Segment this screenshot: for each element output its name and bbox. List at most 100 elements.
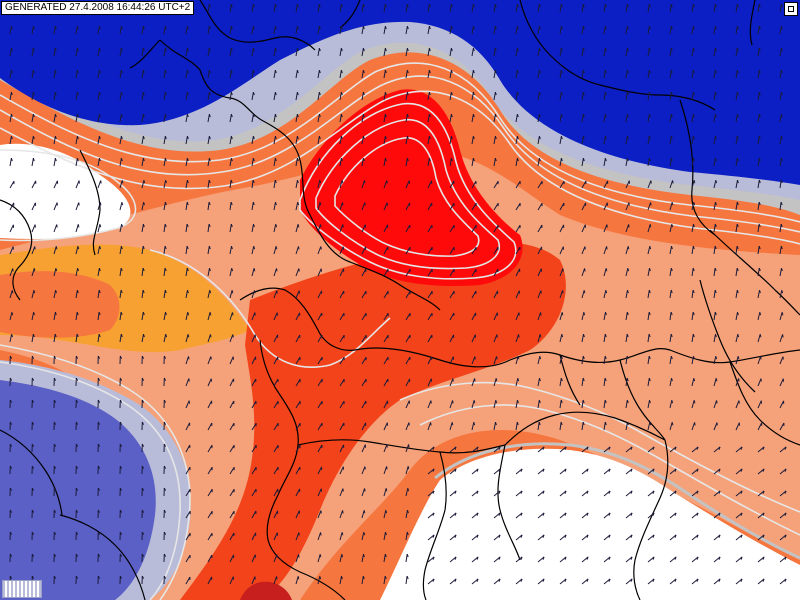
wind-arrow-head [97, 421, 101, 425]
wind-arrow [515, 224, 521, 233]
wind-arrow [273, 576, 278, 585]
wind-arrow-head [782, 334, 784, 338]
wind-arrow-head [208, 47, 211, 52]
wind-arrow [713, 114, 716, 123]
wind-arrow-head [274, 91, 277, 96]
wind-arrow-head [736, 267, 739, 272]
wind-arrow-head [120, 113, 123, 118]
wind-arrow [713, 290, 716, 299]
wind-arrow [207, 92, 210, 101]
wind-arrow [713, 446, 721, 453]
wind-arrow [603, 422, 606, 431]
wind-arrow [405, 4, 408, 13]
wind-arrow-head [582, 355, 585, 360]
wind-arrow-head [77, 246, 80, 250]
wind-arrow-head [671, 245, 673, 250]
wind-arrow [273, 312, 278, 321]
wind-arrow-head [652, 446, 655, 450]
wind-arrow [669, 356, 672, 365]
wind-arrow [735, 468, 743, 475]
wind-arrow-head [784, 578, 787, 582]
wind-arrow [647, 114, 650, 123]
wind-arrow-head [362, 69, 365, 74]
wind-arrow-head [143, 333, 145, 338]
wind-arrow-head [718, 578, 721, 582]
wind-arrow [537, 4, 540, 13]
wind-arrow [471, 468, 479, 475]
wind-arrow [383, 158, 386, 167]
wind-arrow [779, 334, 784, 343]
wind-arrow-head [517, 378, 520, 382]
wind-arrow [185, 26, 188, 35]
wind-arrow-head [163, 399, 167, 403]
wind-arrow [713, 490, 721, 497]
wind-arrow-head [693, 378, 696, 382]
window-toggle-icon[interactable] [784, 2, 798, 16]
wind-arrow [669, 136, 672, 145]
wind-arrow [31, 26, 34, 35]
wind-arrow [471, 224, 477, 233]
wind-arrow-head [121, 224, 123, 228]
wind-arrow [537, 158, 540, 167]
wind-arrow [625, 556, 633, 563]
wind-arrow [559, 70, 562, 79]
wind-arrow-head [208, 25, 211, 30]
wind-arrow-head [780, 47, 783, 52]
isolines [0, 62, 800, 600]
wind-arrow-head [386, 180, 388, 184]
wind-arrow-head [693, 180, 696, 184]
wind-arrow [383, 466, 388, 475]
wind-arrow-head [671, 202, 674, 206]
wind-arrow [471, 400, 475, 409]
wind-arrow [735, 180, 738, 189]
wind-arrow [449, 158, 452, 167]
wind-arrow-head [342, 510, 344, 514]
wind-arrow [317, 92, 320, 101]
wind-arrow [757, 534, 765, 541]
wind-arrow [427, 334, 433, 343]
wind-arrow [251, 422, 257, 431]
wind-arrow [295, 158, 298, 167]
wind-arrow-head [98, 267, 101, 272]
wind-arrow [691, 246, 694, 255]
wind-arrow [207, 136, 210, 145]
wind-arrow-head [9, 553, 13, 557]
wind-arrow [779, 4, 782, 13]
wind-arrow-head [318, 91, 321, 96]
wind-arrow-head [520, 446, 523, 450]
wind-arrow-head [230, 223, 233, 228]
wind-arrow-head [362, 113, 365, 118]
wind-arrow [581, 578, 589, 585]
wind-arrow [163, 136, 166, 145]
wind-arrow [339, 378, 345, 387]
wind-arrow [427, 48, 430, 57]
wind-arrow-head [364, 488, 366, 492]
wind-arrow-head [97, 465, 101, 469]
wind-arrow-head [163, 465, 167, 469]
wind-arrow [713, 422, 718, 431]
wind-arrow [251, 444, 257, 453]
wind-arrow-head [758, 245, 761, 250]
wind-arrow [713, 202, 716, 211]
wind-arrow [603, 26, 606, 35]
wind-arrow-head [586, 556, 589, 560]
wind-arrow-head [230, 47, 233, 52]
wind-arrow-head [31, 399, 35, 403]
zone-salmon-west [0, 271, 120, 338]
wind-arrow [471, 312, 477, 321]
wind-arrow [295, 246, 299, 255]
wind-arrow [515, 92, 518, 101]
wind-arrow [537, 334, 541, 343]
wind-arrow-head [498, 556, 501, 560]
wind-arrow-head [652, 490, 655, 494]
wind-arrow-head [495, 421, 497, 426]
wind-arrow [383, 488, 387, 497]
wind-arrow-head [740, 490, 743, 494]
wind-arrow [757, 4, 760, 13]
wind-arrow [493, 158, 496, 167]
wind-arrow [559, 534, 567, 541]
wind-arrow [31, 224, 36, 233]
wind-arrow-head [605, 268, 608, 272]
wind-arrow-head [274, 69, 277, 74]
